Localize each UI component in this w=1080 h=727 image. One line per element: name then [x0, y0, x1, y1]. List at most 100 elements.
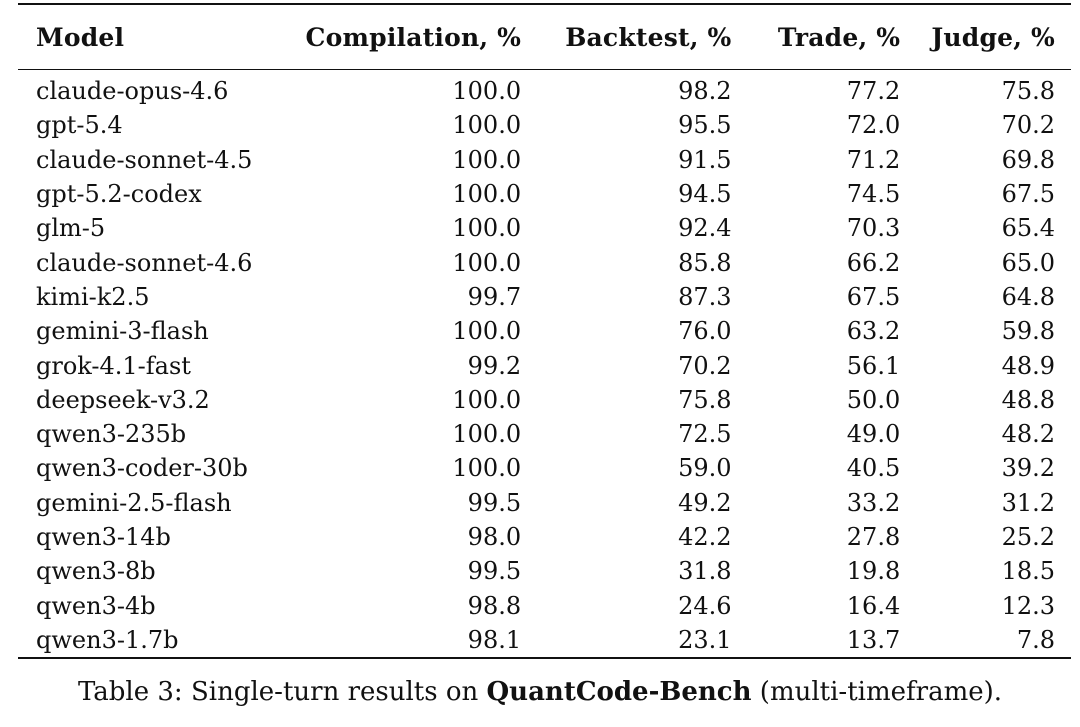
cell-trade: 66.2	[846, 248, 901, 277]
cell-model: gemini-3-flash	[36, 317, 209, 346]
header-trade: Trade, %	[777, 22, 901, 52]
cell-model: qwen3-14b	[36, 523, 171, 551]
cell-model: gemini-2.5-flash	[36, 488, 232, 517]
cell-judge: 59.8	[1001, 317, 1055, 346]
cell-judge: 39.2	[1001, 454, 1055, 483]
cell-backtest: 98.2	[678, 77, 732, 106]
header-row: Model Compilation, % Backtest, % Trade, …	[18, 5, 1071, 69]
cell-model: qwen3-4b	[36, 591, 156, 620]
cell-compilation: 100.0	[452, 248, 522, 277]
cell-model: qwen3-1.7b	[36, 625, 179, 654]
cell-trade: 72.0	[846, 111, 901, 140]
table-row: gemini-2.5-flash 99.5 49.2 33.2 31.2	[18, 486, 1071, 520]
cell-judge: 31.2	[1001, 488, 1055, 517]
cell-backtest: 94.5	[678, 180, 732, 209]
cell-trade: 33.2	[846, 488, 901, 517]
cell-compilation: 100.0	[452, 454, 522, 483]
cell-judge: 70.2	[1001, 111, 1055, 140]
cell-trade: 67.5	[846, 282, 901, 311]
table-row: grok-4.1-fast 99.2 70.2 56.1 48.9	[18, 348, 1071, 382]
cell-compilation: 98.8	[467, 591, 522, 620]
cell-judge: 67.5	[1001, 180, 1055, 209]
cell-compilation: 100.0	[452, 317, 522, 346]
cell-compilation: 98.1	[467, 625, 522, 654]
cell-trade: 74.5	[846, 180, 901, 209]
cell-backtest: 85.8	[678, 248, 732, 277]
table-row: qwen3-1.7b 98.1 23.1 13.7 7.8	[18, 623, 1071, 657]
results-table: Model Compilation, % Backtest, % Trade, …	[18, 5, 1071, 69]
cell-backtest: 95.5	[678, 111, 732, 140]
cell-trade: 77.2	[846, 77, 901, 106]
cell-judge: 12.3	[1001, 591, 1055, 620]
cell-trade: 16.4	[846, 591, 901, 620]
header-judge: Judge, %	[931, 22, 1055, 52]
caption-suffix: (multi-timeframe).	[751, 677, 1003, 707]
cell-model: qwen3-8b	[36, 557, 156, 586]
table-row: qwen3-235b 100.0 72.5 49.0 48.2	[18, 417, 1071, 451]
table-top-rule	[18, 3, 1071, 5]
cell-model: gpt-5.4	[36, 111, 123, 140]
results-table-body: claude-opus-4.6 100.0 98.2 77.2 75.8 gpt-5.4 1…	[18, 70, 1071, 657]
table-row: qwen3-14b 98.0 42.2 27.8 25.2	[18, 520, 1071, 554]
header-compilation: Compilation, %	[305, 22, 522, 52]
table-body: claude-opus-4.6 100.0 98.2 77.2 75.8 gpt-5.4 1…	[18, 70, 1071, 657]
table-row: qwen3-8b 99.5 31.8 19.8 18.5	[18, 554, 1071, 588]
cell-judge: 25.2	[1001, 523, 1055, 551]
cell-compilation: 99.5	[467, 557, 522, 586]
caption-benchmark-name: QuantCode-Bench	[486, 677, 752, 707]
cell-trade: 27.8	[846, 523, 901, 551]
cell-backtest: 70.2	[678, 351, 732, 380]
cell-judge: 65.4	[1001, 214, 1055, 243]
cell-judge: 65.0	[1001, 248, 1055, 277]
table-bottom-rule	[18, 657, 1071, 660]
cell-model: qwen3-coder-30b	[36, 454, 248, 483]
cell-model: claude-sonnet-4.6	[36, 248, 253, 277]
table-row: gpt-5.4 100.0 95.5 72.0 70.2	[18, 108, 1071, 142]
cell-backtest: 75.8	[678, 385, 732, 414]
cell-backtest: 23.1	[678, 625, 732, 654]
table-row: claude-sonnet-4.5 100.0 91.5 71.2 69.8	[18, 143, 1071, 177]
cell-compilation: 100.0	[452, 145, 522, 174]
cell-trade: 56.1	[846, 351, 901, 380]
cell-backtest: 24.6	[678, 591, 732, 620]
cell-model: deepseek-v3.2	[36, 385, 210, 414]
cell-trade: 63.2	[846, 317, 901, 346]
table-row: claude-opus-4.6 100.0 98.2 77.2 75.8	[18, 70, 1071, 108]
cell-backtest: 76.0	[678, 317, 732, 346]
cell-backtest: 87.3	[678, 282, 732, 311]
table-row: claude-sonnet-4.6 100.0 85.8 66.2 65.0	[18, 245, 1071, 279]
cell-compilation: 100.0	[452, 111, 522, 140]
cell-judge: 48.2	[1001, 420, 1055, 449]
cell-backtest: 91.5	[678, 145, 732, 174]
cell-model: gpt-5.2-codex	[36, 180, 202, 209]
cell-trade: 70.3	[846, 214, 901, 243]
cell-model: claude-opus-4.6	[36, 77, 229, 106]
table-row: gpt-5.2-codex 100.0 94.5 74.5 67.5	[18, 177, 1071, 211]
cell-backtest: 59.0	[678, 454, 732, 483]
cell-trade: 50.0	[846, 385, 901, 414]
cell-model: claude-sonnet-4.5	[36, 145, 253, 174]
cell-backtest: 72.5	[678, 420, 732, 449]
caption-prefix: Table 3: Single-turn results on	[77, 677, 487, 707]
cell-backtest: 31.8	[678, 557, 732, 586]
cell-compilation: 100.0	[452, 214, 522, 243]
cell-backtest: 42.2	[678, 523, 732, 551]
cell-compilation: 99.7	[467, 282, 522, 311]
cell-judge: 48.9	[1001, 351, 1055, 380]
cell-judge: 48.8	[1001, 385, 1055, 414]
cell-trade: 19.8	[846, 557, 901, 586]
header-backtest: Backtest, %	[565, 22, 732, 52]
cell-compilation: 98.0	[467, 523, 522, 551]
cell-trade: 49.0	[846, 420, 901, 449]
table-header-rule	[18, 69, 1071, 70]
cell-compilation: 100.0	[452, 180, 522, 209]
cell-judge: 7.8	[1016, 625, 1055, 654]
table-row: qwen3-4b 98.8 24.6 16.4 12.3	[18, 588, 1071, 622]
cell-backtest: 92.4	[678, 214, 732, 243]
cell-model: kimi-k2.5	[36, 282, 150, 311]
cell-backtest: 49.2	[678, 488, 732, 517]
cell-trade: 40.5	[846, 454, 901, 483]
cell-compilation: 100.0	[452, 77, 522, 106]
cell-model: glm-5	[36, 214, 106, 243]
cell-compilation: 99.2	[467, 351, 522, 380]
